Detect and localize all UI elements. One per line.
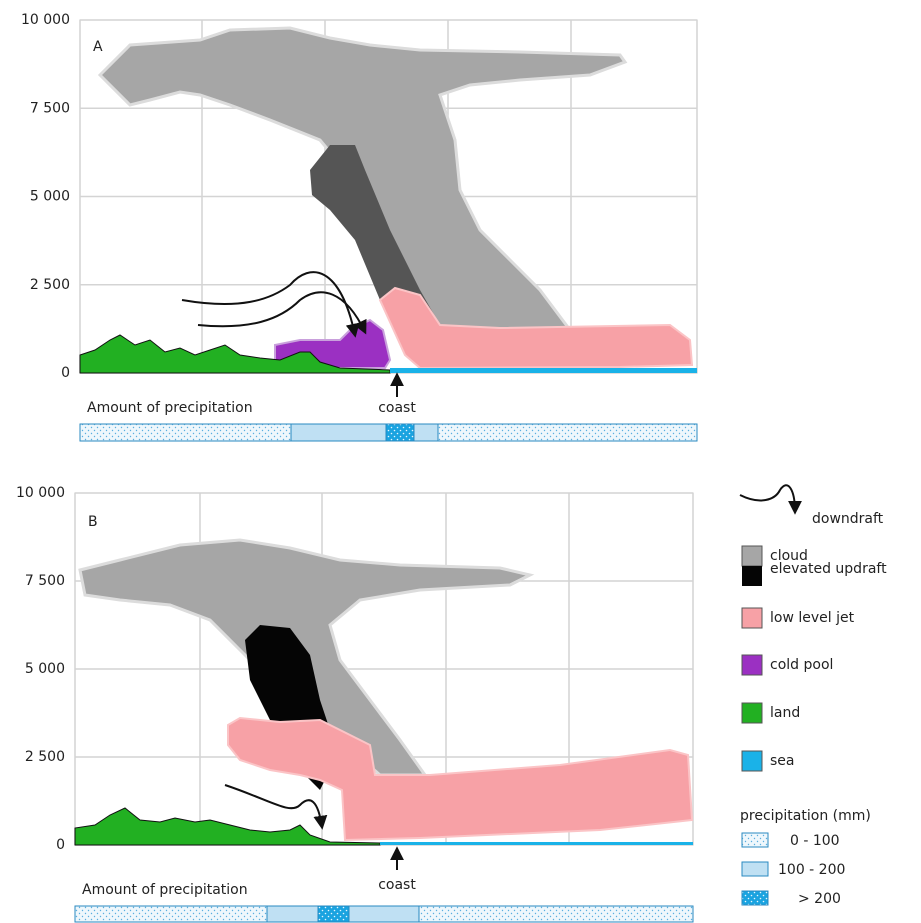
y-tick-label: 10 000	[21, 12, 70, 28]
sea	[390, 368, 697, 373]
legend-label: sea	[770, 753, 795, 769]
legend-label: downdraft	[812, 511, 884, 527]
y-tick-label: 5 000	[25, 661, 65, 677]
legend-swatch	[742, 891, 768, 905]
legend-label: 100 - 200	[778, 862, 845, 878]
panel-label: A	[93, 39, 103, 55]
y-tick-label: 0	[61, 365, 70, 381]
legend-swatch	[742, 566, 762, 586]
legend-label: cold pool	[770, 657, 833, 673]
legend-swatch	[742, 703, 762, 723]
precipitation-bar	[75, 906, 693, 922]
y-tick-label: 2 500	[25, 749, 65, 765]
y-tick-label: 7 500	[30, 100, 70, 116]
legend-swatch	[742, 608, 762, 628]
legend-swatch	[742, 751, 762, 771]
panel-a-shapes: A Amount of precipitation coast	[80, 28, 697, 441]
legend-downdraft-icon	[740, 485, 795, 512]
y-tick-label: 7 500	[25, 573, 65, 589]
land	[75, 808, 380, 845]
legend-swatch	[742, 862, 768, 876]
y-tick-label: 10 000	[16, 485, 65, 501]
legend-title: precipitation (mm)	[740, 808, 871, 824]
precipitation-label: Amount of precipitation	[82, 882, 248, 898]
panel-b-shapes: B Amount of precipitation coast	[75, 514, 693, 922]
legend-swatch	[742, 833, 768, 847]
coast-label: coast	[378, 400, 416, 416]
downdraft-arrow	[198, 292, 365, 332]
legend-label: > 200	[798, 891, 841, 907]
y-tick-label: 2 500	[30, 277, 70, 293]
low-level-jet	[228, 718, 692, 840]
panel-label: B	[88, 514, 98, 530]
legend: downdraft cloud elevated updraft low lev…	[740, 485, 887, 907]
y-tick-label: 5 000	[30, 189, 70, 205]
legend-label: 0 - 100	[790, 833, 840, 849]
legend-swatch	[742, 655, 762, 675]
legend-label: low level jet	[770, 610, 855, 626]
coast-label: coast	[378, 877, 416, 893]
downdraft-arrow	[225, 785, 322, 827]
y-tick-label: 0	[56, 837, 65, 853]
figure: 0 2 500 5 000 7 500 10 000 0 2 500 5 000 7 500 10…	[0, 0, 921, 923]
precipitation-label: Amount of precipitation	[87, 400, 253, 416]
legend-label: land	[770, 705, 800, 721]
precipitation-bar	[80, 424, 697, 441]
sea	[380, 842, 693, 845]
legend-swatch	[742, 546, 762, 566]
legend-label: elevated updraft	[770, 561, 887, 577]
